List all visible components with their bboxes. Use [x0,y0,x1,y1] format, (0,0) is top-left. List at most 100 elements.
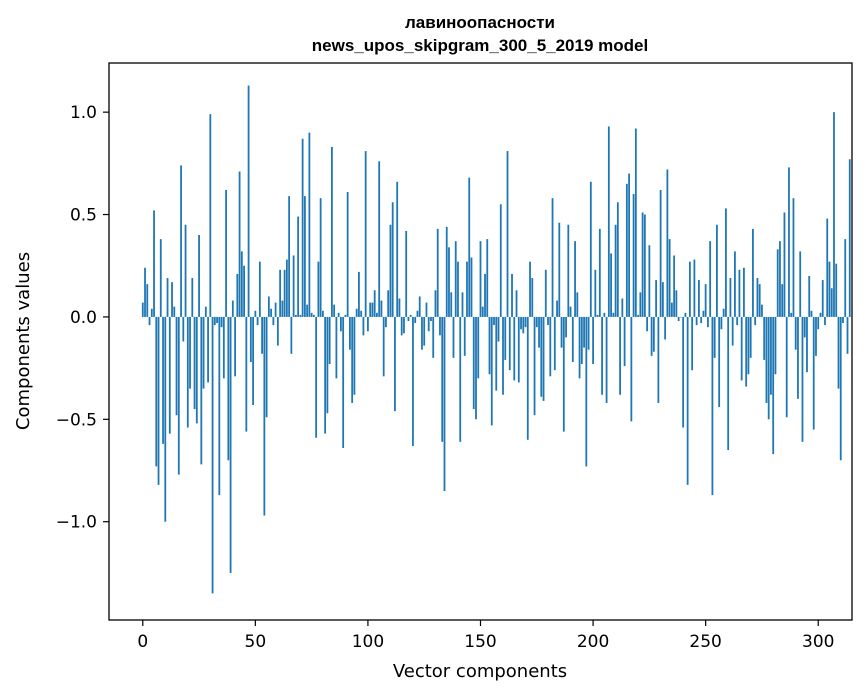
bar [675,290,678,317]
bar [655,280,658,317]
bar [504,316,507,360]
x-axis-label: Vector components [393,661,567,682]
bar [511,273,513,317]
bar [247,85,250,317]
bar [270,308,273,317]
bar [218,316,221,496]
bar [661,282,664,317]
bar [448,247,450,317]
bar [806,316,808,373]
bar [664,316,667,340]
bar [414,316,417,324]
bar [272,316,275,326]
bar [220,316,223,328]
bar [587,316,590,350]
bar [668,239,671,317]
bar [254,310,257,317]
bar [405,230,408,317]
bar [740,316,743,381]
bar [301,138,304,317]
bar [720,316,723,330]
plot-frame [108,62,853,621]
bar [648,245,651,317]
bar [409,314,412,317]
bar [630,316,633,422]
bar [749,316,752,358]
bar [349,316,351,350]
bar [376,312,378,317]
bar [610,253,612,317]
bar [526,316,529,440]
bar [650,316,653,356]
y-tick-label: −0.5 [56,410,97,430]
bar [299,314,302,317]
bar [283,269,286,317]
bar [421,316,423,350]
bar [153,210,155,317]
bar [502,316,504,395]
bar [423,316,426,346]
bar [439,316,441,336]
x-tick-label: 200 [577,632,609,652]
bar [490,316,493,426]
bar [340,316,342,332]
bar [477,316,480,379]
bar [157,316,160,485]
bar [506,151,509,317]
bar [797,316,799,399]
bar [398,298,401,317]
bar [553,316,556,371]
bar [141,302,144,317]
bar [168,316,171,434]
bar [213,316,216,326]
bar [389,224,392,317]
bar [367,316,369,332]
bar [234,316,236,377]
bar [632,194,635,317]
bar [279,269,282,317]
bar [772,316,775,455]
bar [601,316,603,395]
bar [556,300,558,317]
bar [387,290,390,317]
bar [418,296,421,317]
bar [565,316,567,338]
bar [276,316,279,346]
x-tick-label: 100 [352,632,384,652]
bar [693,259,696,317]
bar [803,316,806,338]
bar [166,278,169,317]
bar [698,280,700,317]
bar [319,198,322,317]
bar [788,167,790,317]
bar [589,181,592,317]
bar [517,316,520,383]
bar [542,316,545,401]
bar [824,316,826,326]
bar [445,226,448,317]
bar [497,316,500,342]
bar [574,241,576,317]
bar [686,316,689,485]
bar [688,261,691,317]
bar [335,316,338,379]
bar [799,251,802,317]
y-axis-label: Components values [13,252,34,430]
bar [646,316,649,332]
bar [148,316,151,326]
bar [331,146,333,317]
bar [535,316,538,328]
bar [258,261,261,317]
bar [209,114,212,317]
bar [670,302,673,317]
bar [508,316,511,371]
bar [274,302,277,317]
bar [425,302,428,317]
bar [529,261,531,317]
bar [765,316,768,403]
bar [225,189,227,317]
bar [351,316,354,403]
bar [198,235,200,317]
bar [207,316,209,383]
